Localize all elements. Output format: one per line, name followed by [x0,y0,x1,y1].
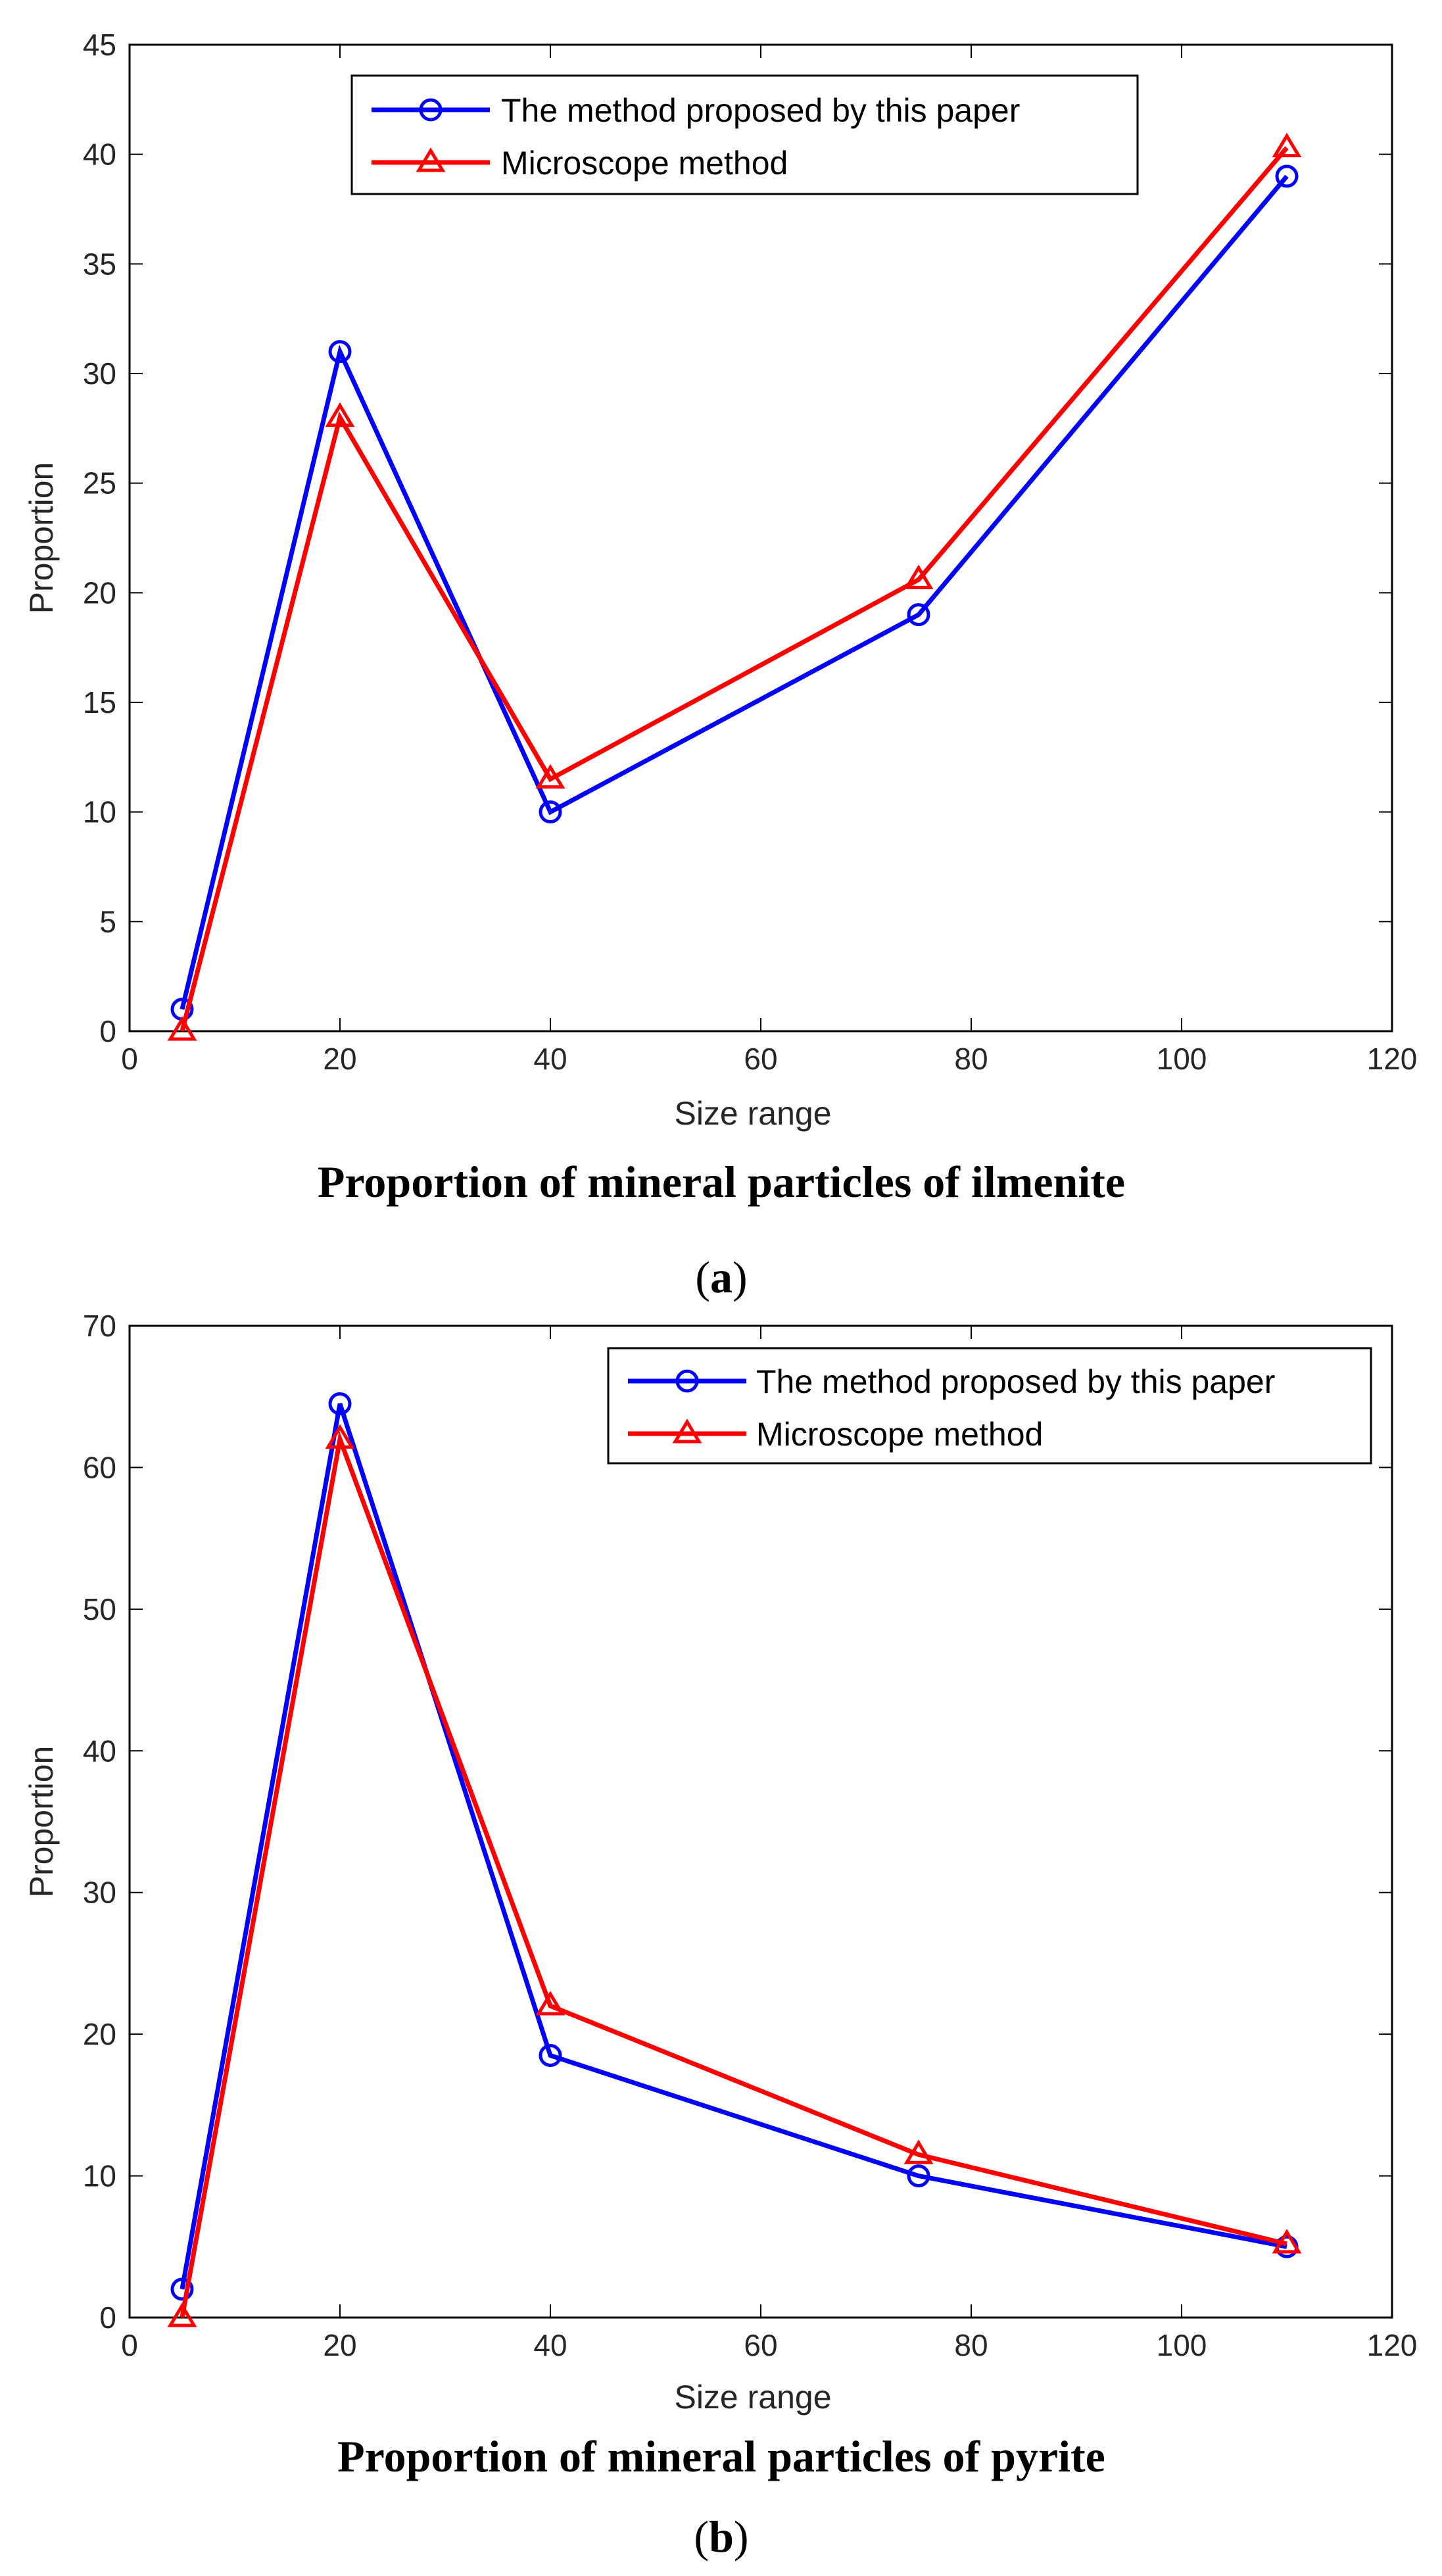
y-tick-label: 70 [83,1309,116,1343]
caption-letter: a [710,1252,733,1302]
x-axis-label: Size range [674,2379,831,2416]
legend: The method proposed by this paper Micros… [350,74,1139,195]
data-point-triangle [903,564,934,589]
x-tick-label: 120 [1367,2328,1418,2362]
legend-label-series-0: The method proposed by this paper [501,92,1020,129]
y-tick-label: 15 [83,685,116,719]
series-line-1 [180,1430,1287,2318]
x-tick-label: 100 [1157,1042,1207,1076]
data-point-circle [907,2164,930,2188]
data-point-circle [1275,164,1299,188]
y-tick-label: 20 [83,575,116,610]
chart-title: Proportion of mineral particles of pyrit… [337,2431,1105,2481]
series-line-0 [180,174,1289,1010]
data-point-triangle [325,402,355,427]
data-point-triangle [1272,132,1302,158]
y-tick-label: 40 [83,137,116,172]
y-tick-label: 10 [83,795,116,829]
y-axis-label: Proportion [23,462,60,614]
x-tick-label: 0 [121,2328,138,2362]
legend: The method proposed by this paper Micros… [607,1347,1372,1465]
chart-title: Proportion of mineral particles of ilmen… [318,1157,1125,1207]
data-point-triangle [903,2139,934,2164]
y-tick-label: 60 [83,1450,116,1484]
data-point-circle [328,1392,352,1415]
legend-marker-series-1 [672,1419,702,1444]
data-point-circle [907,603,930,627]
x-tick-label: 60 [744,1042,777,1076]
x-tick-label: 120 [1367,1042,1418,1076]
data-point-triangle [535,1991,565,2016]
figure-caption: (b) [694,2512,748,2562]
y-tick-label: 40 [83,1734,116,1768]
legend-marker-series-1 [416,147,446,172]
legend-box [607,1347,1372,1465]
x-tick-label: 60 [744,2328,777,2362]
plot-area [128,43,1393,1033]
y-tick-label: 10 [83,2159,116,2193]
y-tick-label: 0 [99,1014,116,1048]
chart-pyrite: 0 20 40 60 80 100 120 0 10 20 30 40 50 60 70 Size rang… [23,1309,1417,2562]
data-point-triangle [535,764,565,789]
legend-marker-series-0 [675,1369,699,1393]
x-tick-label: 80 [954,2328,988,2362]
series-line-0 [180,1403,1287,2290]
y-tick-label: 30 [83,1876,116,1910]
x-tick-label: 0 [121,1042,138,1076]
x-tick-label: 20 [323,1042,356,1076]
legend-label-series-1: Microscope method [501,145,788,182]
data-point-circle [539,2043,562,2067]
legend-label-series-0: The method proposed by this paper [756,1363,1275,1400]
caption-letter: b [709,2512,734,2562]
y-tick-label: 45 [83,28,116,62]
x-tick-label: 80 [954,1042,988,1076]
y-tick-label: 20 [83,2017,116,2051]
legend-marker-series-0 [419,98,443,122]
series-line-1 [180,146,1289,1032]
x-tick-label: 20 [323,2328,356,2362]
plot-area [128,1324,1393,2319]
legend-box [350,74,1139,195]
data-point-circle [170,2277,194,2301]
x-tick-label: 40 [533,1042,567,1076]
data-point-triangle [167,2302,197,2327]
y-tick-label: 35 [83,247,116,281]
x-tick-label: 40 [533,2328,567,2362]
y-tick-label: 0 [99,2300,116,2335]
y-tick-label: 30 [83,356,116,391]
data-point-triangle [1272,2229,1302,2254]
data-point-circle [328,340,352,364]
x-tick-label: 100 [1157,2328,1207,2362]
figure-caption: (a) [695,1252,747,1302]
data-point-triangle [325,1424,355,1449]
y-tick-label: 25 [83,466,116,500]
chart-ilmenite: 0 20 40 60 80 100 120 0 5 10 15 20 25 30 35 40 45 Size r… [23,28,1417,1302]
x-axis-label: Size range [674,1095,831,1132]
data-point-triangle [167,1016,197,1041]
legend-label-series-1: Microscope method [756,1416,1043,1453]
data-point-circle [539,800,562,824]
y-tick-label: 5 [99,904,116,938]
y-tick-label: 50 [83,1592,116,1626]
y-axis-label: Proportion [23,1746,60,1898]
